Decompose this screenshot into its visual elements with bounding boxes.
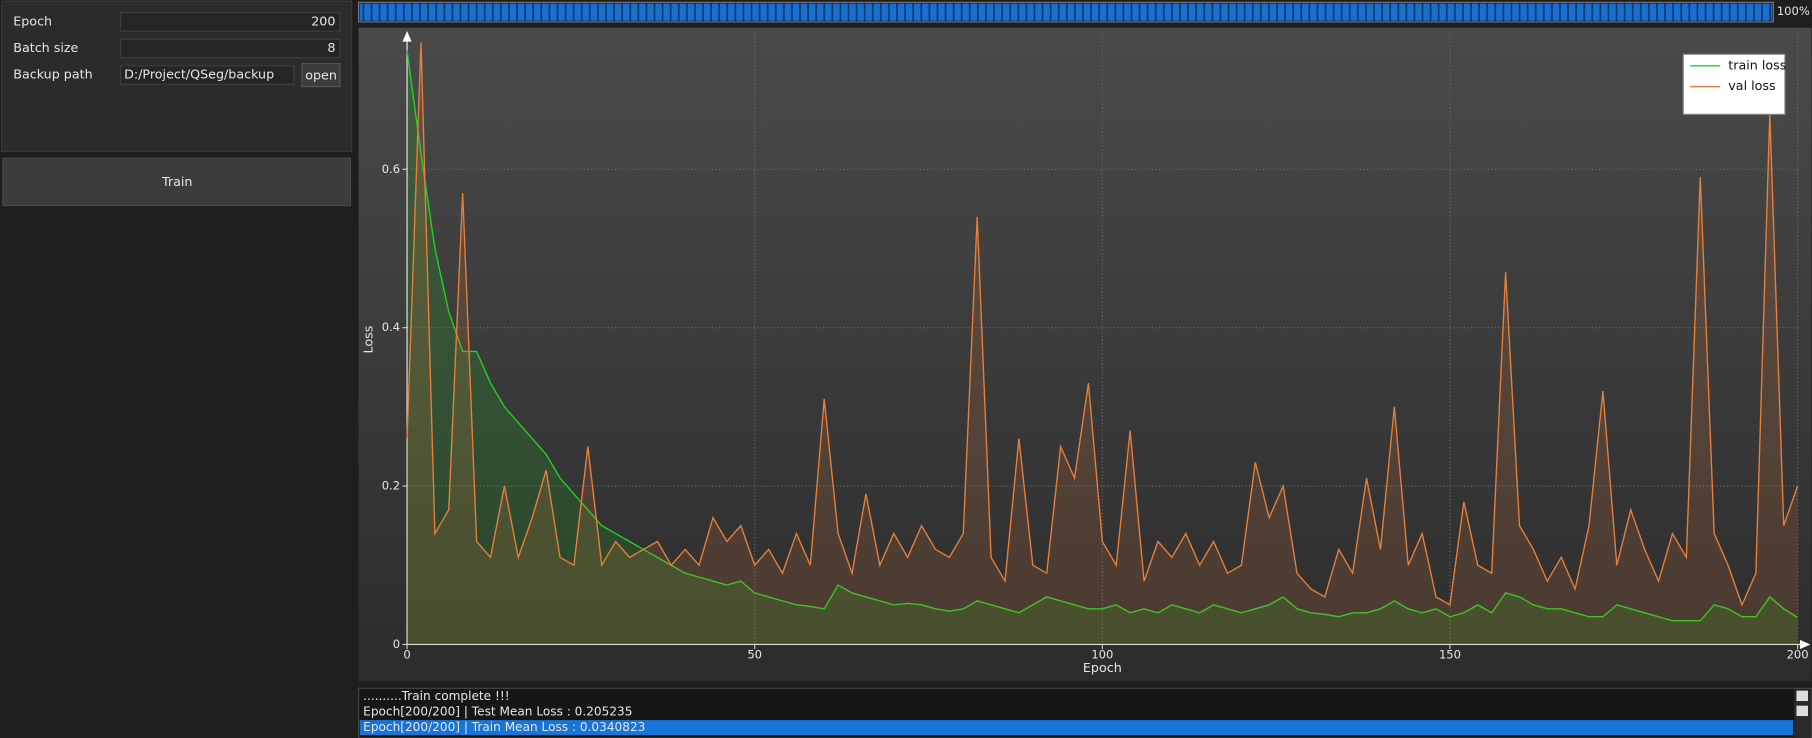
- y-axis-label: Loss: [360, 326, 375, 354]
- plot-area: [358, 27, 1812, 682]
- legend: [1682, 53, 1786, 115]
- field-value[interactable]: D:/Project/QSeg/backup: [124, 67, 274, 82]
- x-axis-arrow: [1799, 639, 1811, 650]
- legend-label: val loss: [1728, 78, 1775, 93]
- settings-form: Epoch 200 Batch size 8 Backup path D:/Project…: [13, 12, 341, 88]
- x-tick-label: 0: [403, 647, 410, 661]
- x-axis-label: Epoch: [1083, 660, 1122, 675]
- field-value[interactable]: 200: [311, 13, 335, 28]
- x-tick-label: 50: [747, 647, 762, 661]
- series-line: [406, 42, 1799, 607]
- field-input[interactable]: [120, 65, 295, 85]
- field-label: Epoch: [13, 13, 52, 28]
- legend-label: train loss: [1728, 57, 1786, 72]
- y-axis-arrow: [402, 31, 412, 42]
- x-tick-label: 200: [1787, 647, 1809, 661]
- train-button[interactable]: [2, 157, 352, 207]
- field-input[interactable]: [120, 38, 341, 59]
- x-tick-label: 150: [1439, 647, 1461, 661]
- log-selection: [359, 720, 1793, 736]
- open-button[interactable]: [301, 62, 341, 88]
- progress-fill: [359, 3, 1773, 21]
- log-list: ..........Train complete !!! Epoch[200/20…: [359, 689, 1793, 736]
- progress-label: 100%: [1777, 4, 1810, 18]
- train-button-label[interactable]: Train: [161, 174, 192, 189]
- y-tick-label: 0: [393, 637, 400, 651]
- field-label: Batch size: [13, 40, 78, 55]
- field-label: Backup path: [13, 67, 92, 82]
- scroll-up[interactable]: [1796, 690, 1808, 702]
- field-input[interactable]: [120, 12, 341, 32]
- log-line[interactable]: Epoch[200/200] | Train Mean Loss : 0.034…: [363, 720, 645, 734]
- open-button-label[interactable]: open: [305, 68, 337, 83]
- x-tick-label: 100: [1091, 647, 1113, 661]
- area-fill: [407, 42, 1798, 645]
- y-tick-label: 0.2: [382, 479, 400, 493]
- field-value[interactable]: 8: [327, 40, 335, 55]
- y-tick-label: 0.4: [382, 320, 400, 334]
- area-fill: [407, 50, 1798, 645]
- log-line[interactable]: ..........Train complete !!!: [363, 689, 509, 703]
- y-tick-label: 0.6: [382, 162, 400, 176]
- log-line[interactable]: Epoch[200/200] | Test Mean Loss : 0.2052…: [363, 705, 632, 719]
- series-line: [406, 50, 1798, 622]
- chart: 0 0.2 0.4 0.6 0 50 100 150 200 Epoch Loss train los…: [360, 31, 1811, 675]
- scroll-thumb[interactable]: [1796, 705, 1808, 717]
